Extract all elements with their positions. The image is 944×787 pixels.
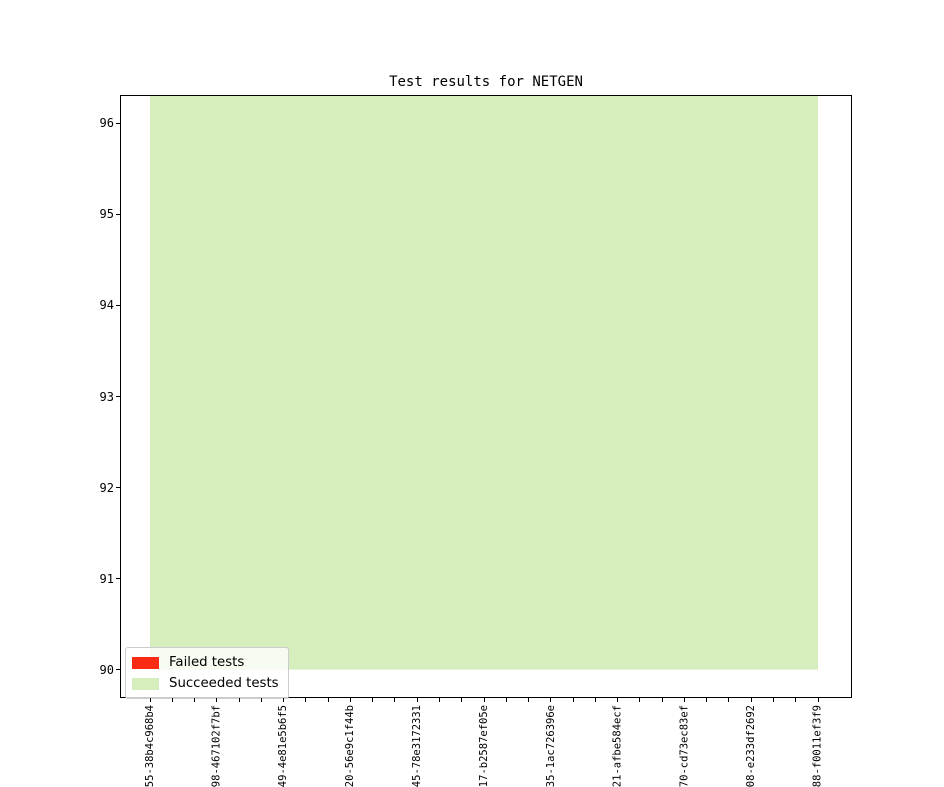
y-tick — [116, 396, 120, 397]
y-tick-label: 91 — [99, 571, 114, 586]
x-tick — [528, 698, 530, 702]
x-tick — [372, 698, 374, 702]
x-tick — [728, 698, 730, 702]
y-tick-label: 95 — [99, 207, 114, 222]
y-tick — [116, 578, 120, 580]
x-tick — [149, 698, 151, 702]
y-tick-label: 90 — [99, 662, 114, 677]
x-tick — [305, 698, 307, 702]
x-tick — [260, 698, 262, 702]
x-tick — [461, 698, 463, 702]
x-tick-label-text: 35-1ac726396e — [544, 705, 557, 787]
x-tick-label-text: 17-b2587ef05e — [478, 705, 490, 787]
legend-entry-failed-tests: Failed tests — [132, 652, 279, 673]
x-tick — [572, 698, 574, 702]
succeeded-tests-area — [150, 96, 818, 670]
x-tick — [438, 698, 440, 702]
y-tick-label: 94 — [99, 298, 114, 313]
x-tick — [216, 698, 218, 702]
x-tick — [550, 698, 552, 702]
x-tick — [349, 698, 351, 702]
plot-canvas — [150, 96, 818, 670]
x-tick-label-text: 20-56e9c1f44b — [344, 705, 357, 787]
y-tick-label: 93 — [99, 389, 114, 404]
x-tick — [750, 698, 752, 702]
x-tick-label-text: 070-cd73ec83ef — [678, 705, 691, 787]
legend-label-succeeded-tests: Succeeded tests — [169, 676, 279, 691]
x-tick — [483, 698, 485, 702]
x-tick — [817, 698, 819, 702]
chart-title: Test results for NETGEN — [389, 74, 583, 90]
x-tick — [505, 698, 507, 702]
x-tick-label-text: 021-afbe584ecf — [611, 705, 624, 787]
x-tick — [283, 698, 285, 702]
y-tick-label: 96 — [99, 116, 114, 131]
legend-swatch-succeeded-tests — [132, 677, 159, 690]
y-tick-label: 92 — [99, 480, 114, 495]
x-tick — [617, 698, 619, 702]
x-tick — [238, 698, 240, 702]
x-tick — [171, 698, 173, 702]
x-tick-label-text: 08-e233df2692 — [745, 705, 758, 787]
x-tick — [795, 698, 797, 702]
x-tick-label-text: 55-38b4c968b4 — [144, 705, 156, 787]
legend-entry-succeeded-tests: Succeeded tests — [132, 673, 279, 694]
y-tick — [116, 122, 120, 124]
x-tick — [661, 698, 663, 702]
legend: Failed tests Succeeded tests — [125, 647, 289, 699]
y-tick — [116, 304, 120, 306]
plot-area: Failed tests Succeeded tests — [120, 95, 852, 699]
x-tick — [194, 698, 196, 702]
x-tick-label-text: 49-4e81e5b6f5 — [277, 705, 290, 787]
x-tick — [394, 698, 396, 702]
legend-swatch-failed-tests — [132, 656, 159, 669]
x-tick — [327, 698, 329, 702]
x-tick — [416, 698, 418, 702]
x-tick — [639, 698, 641, 702]
legend-label-failed-tests: Failed tests — [169, 655, 245, 670]
x-tick-label-text: 45-78e3172331 — [411, 705, 424, 787]
x-tick — [594, 698, 596, 702]
y-tick — [116, 669, 120, 671]
x-tick-label-text: 088-f0011ef3f9 — [812, 705, 824, 787]
x-tick-label-text: 398-467102f7bf — [210, 705, 223, 787]
x-tick — [706, 698, 708, 702]
x-tick — [683, 698, 685, 702]
y-tick — [116, 487, 120, 489]
y-tick — [116, 213, 120, 215]
x-tick — [772, 698, 774, 702]
